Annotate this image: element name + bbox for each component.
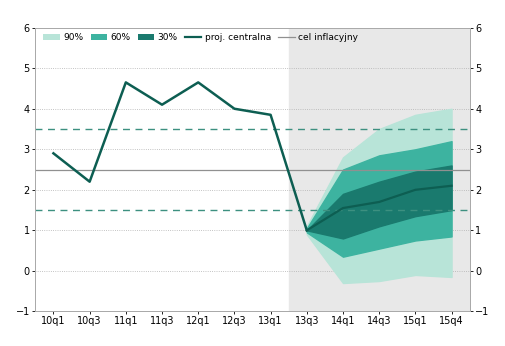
Legend: 90%, 60%, 30%, proj. centralna, cel inflacyjny: 90%, 60%, 30%, proj. centralna, cel infl… xyxy=(40,29,362,46)
Bar xyxy=(289,28,470,311)
